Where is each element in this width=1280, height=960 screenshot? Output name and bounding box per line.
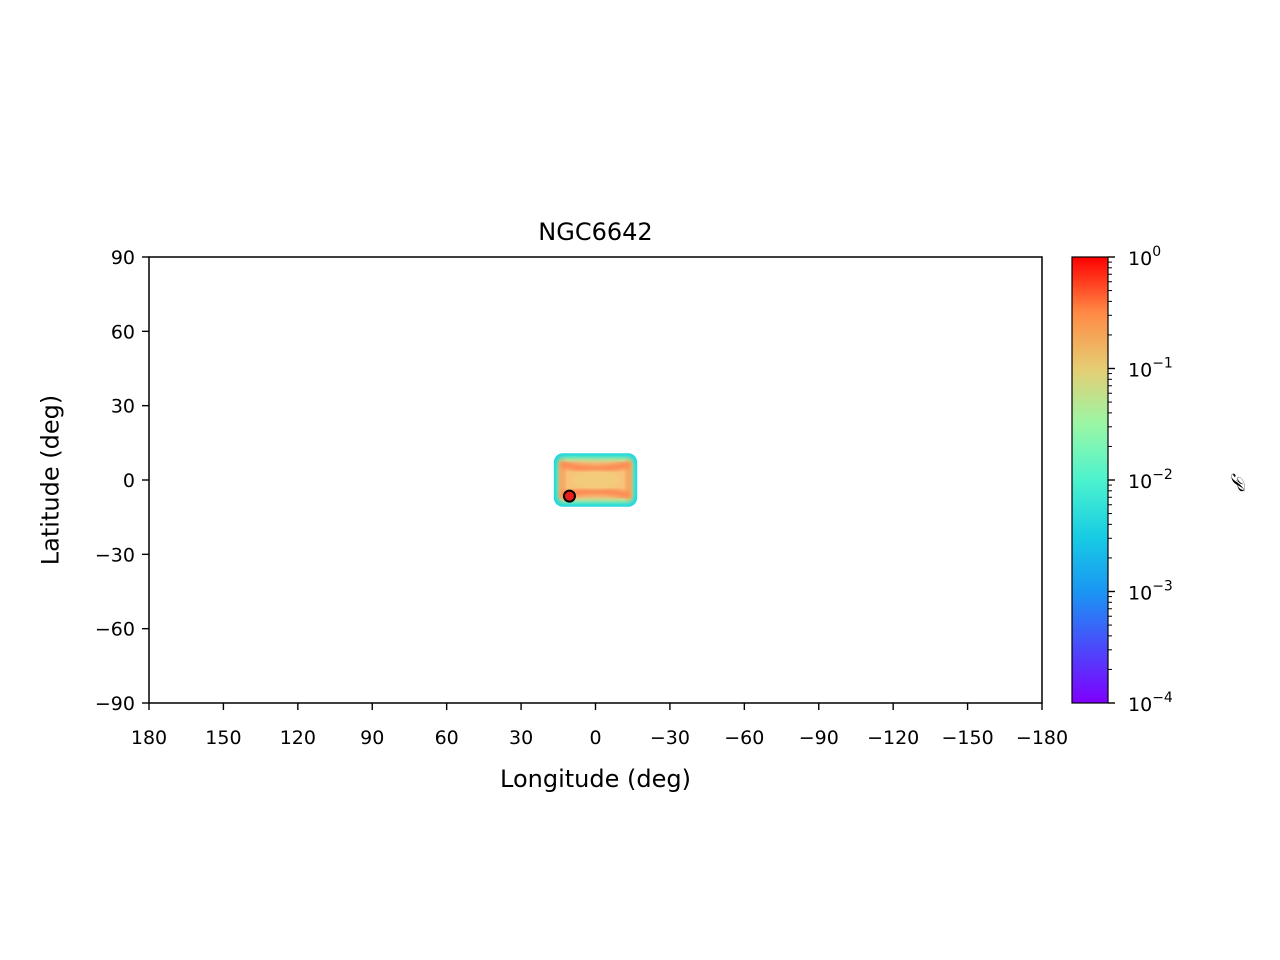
x-tick-label: 30 (509, 727, 533, 749)
y-tick-label: 30 (111, 396, 135, 418)
colorbar-gradient (1071, 256, 1109, 704)
colorbar-tick-label: 10−1 (1128, 356, 1173, 382)
x-tick-label: 60 (435, 727, 459, 749)
colorbar-major-ticks: 100 10−1 10−2 10−3 10−4 (1108, 244, 1173, 716)
density-right-band (626, 460, 633, 500)
colorbar: 100 10−1 10−2 10−3 10−4 𝒫 (1071, 244, 1248, 716)
x-axis-ticks: 180 150 120 90 60 30 0 −30 −60 −90 −120 −150 −180 (131, 703, 1068, 749)
density-left-band (558, 460, 565, 500)
colorbar-tick-label: 10−2 (1128, 467, 1173, 493)
x-tick-label: −180 (1016, 727, 1068, 749)
density-top-band (561, 461, 630, 472)
y-axis-ticks: 90 60 30 0 −30 −60 −90 (95, 247, 149, 715)
colorbar-tick-label: 10−4 (1128, 690, 1173, 716)
cluster-marker (562, 489, 576, 503)
colorbar-tick-label: 100 (1128, 244, 1161, 270)
y-tick-label: −30 (95, 544, 135, 566)
y-tick-label: −90 (95, 693, 135, 715)
x-tick-label: −60 (724, 727, 764, 749)
colorbar-minor-ticks (1108, 261, 1112, 670)
y-tick-label: −60 (95, 619, 135, 641)
marker-layer (562, 489, 576, 503)
density-center (571, 471, 620, 489)
plot-area (148, 256, 1043, 704)
x-tick-label: 180 (131, 727, 167, 749)
x-tick-label: 150 (205, 727, 241, 749)
colorbar-label: 𝒫 (1226, 473, 1248, 492)
x-axis-label: Longitude (deg) (500, 765, 691, 793)
chart-title: NGC6642 (538, 218, 652, 246)
y-tick-label: 90 (111, 247, 135, 269)
x-tick-label: −150 (941, 727, 993, 749)
x-tick-label: 0 (589, 727, 601, 749)
y-tick-label: 60 (111, 321, 135, 343)
x-tick-label: −90 (799, 727, 839, 749)
y-axis-label: Latitude (deg) (36, 395, 64, 565)
x-tick-label: −30 (650, 727, 690, 749)
x-tick-label: 120 (280, 727, 316, 749)
x-tick-label: −120 (867, 727, 919, 749)
colorbar-tick-label: 10−3 (1128, 579, 1173, 605)
x-tick-label: 90 (360, 727, 384, 749)
y-tick-label: 0 (123, 470, 135, 492)
